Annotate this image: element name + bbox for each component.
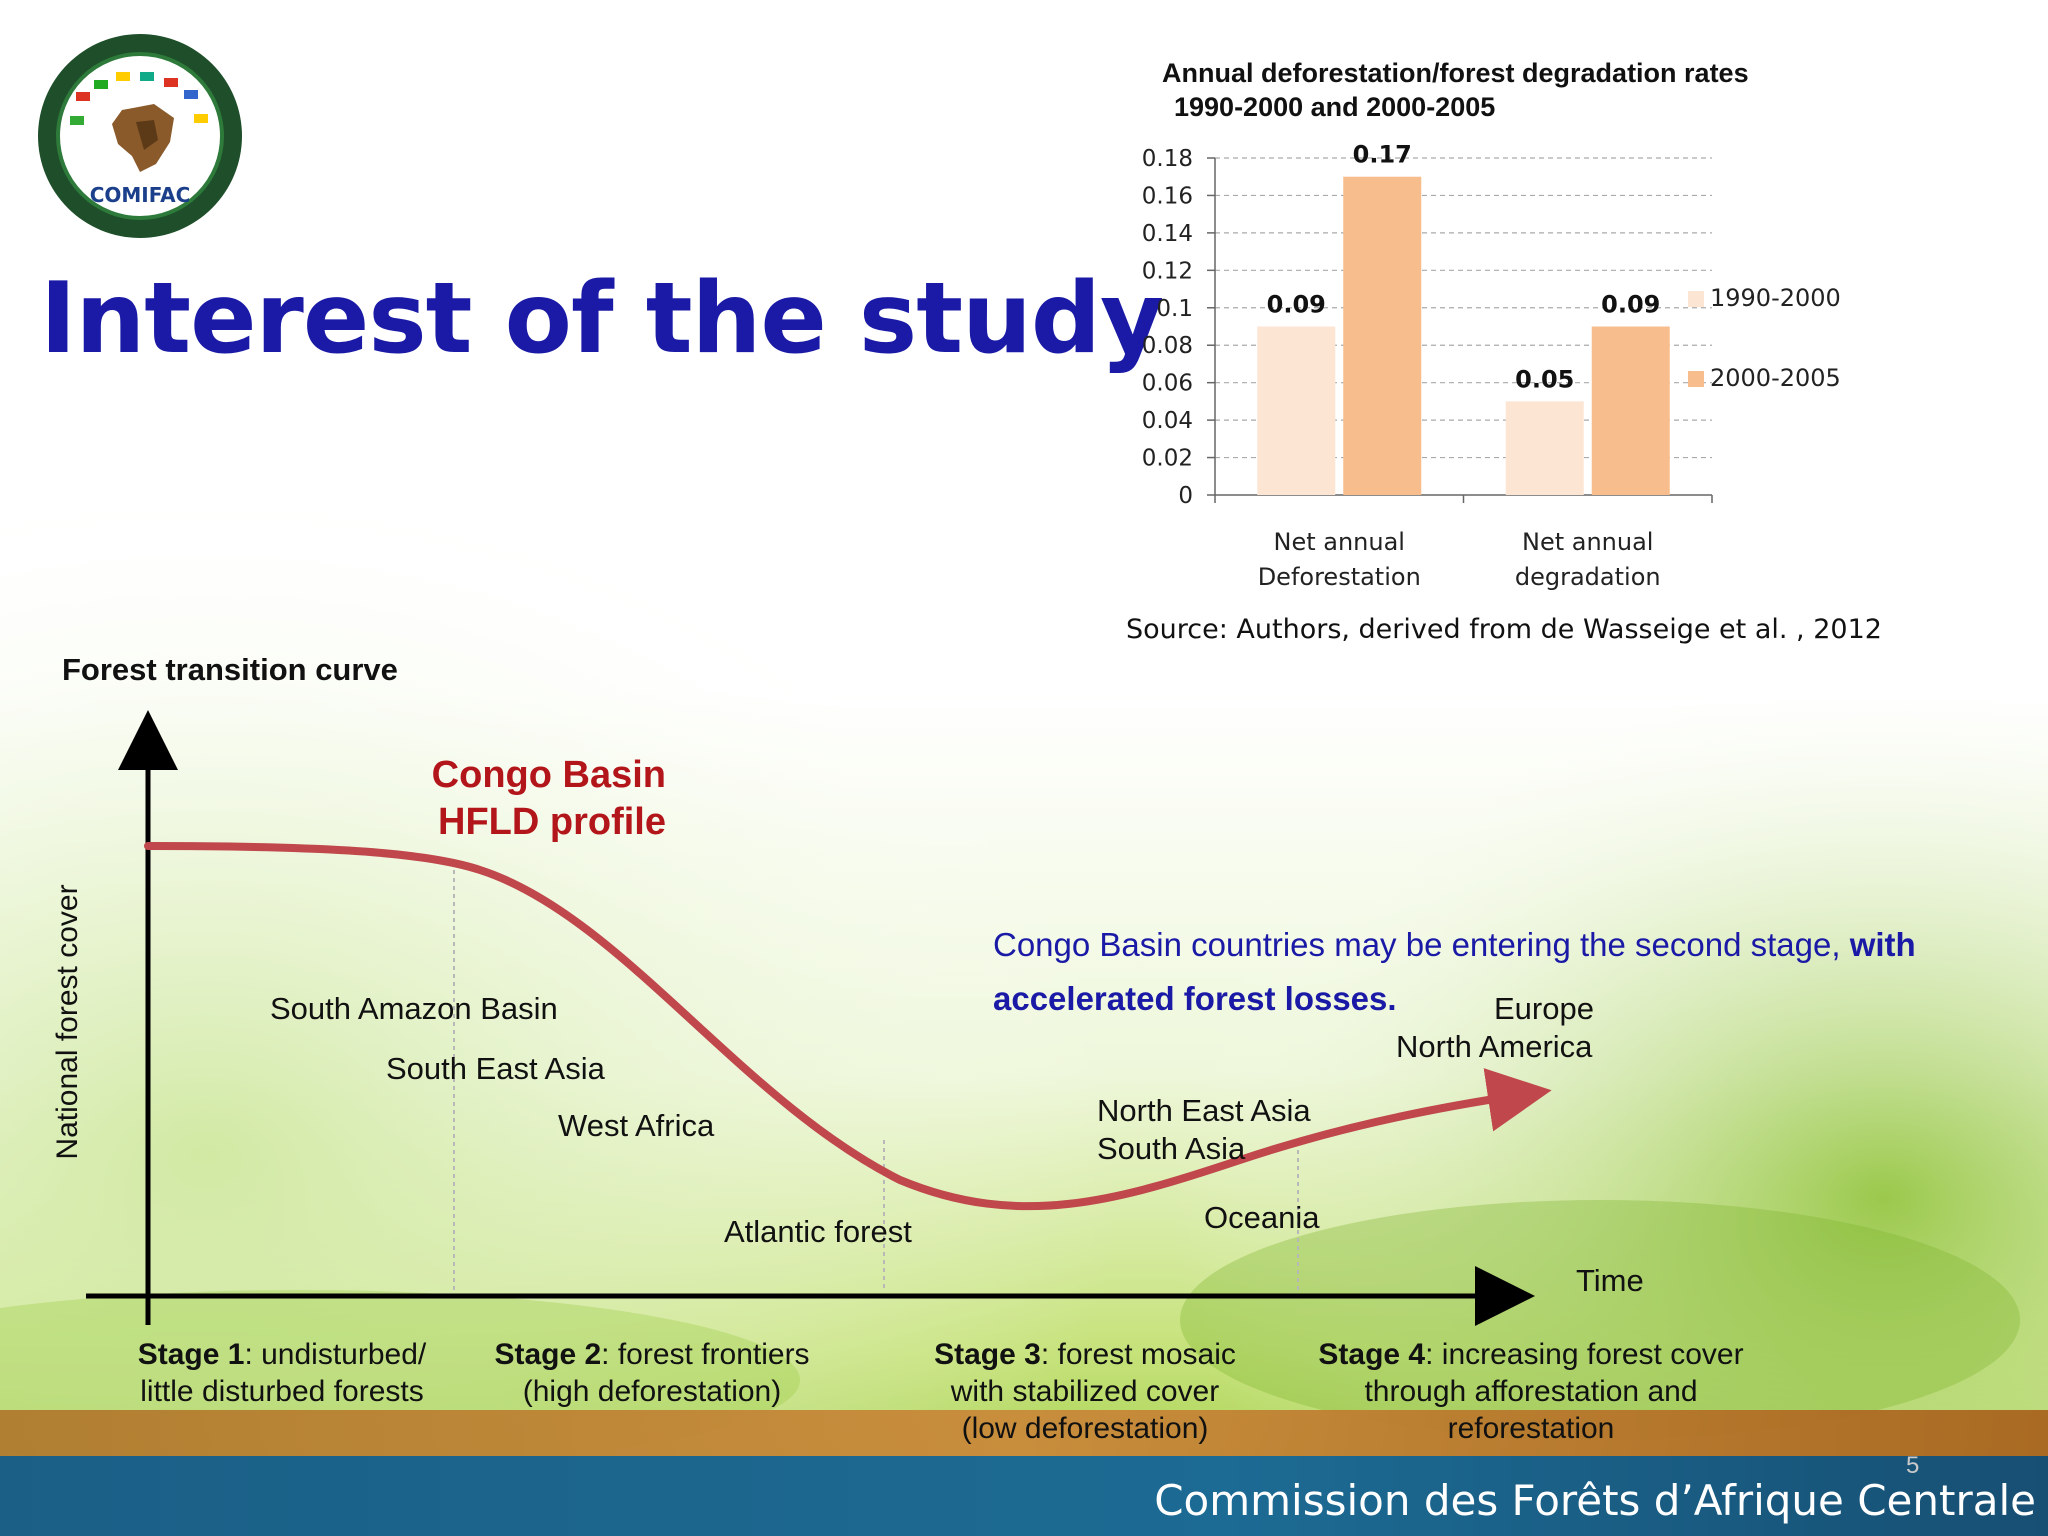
region-oceania: Oceania: [1204, 1200, 1320, 1235]
region-atlantic-forest: Atlantic forest: [724, 1214, 912, 1249]
legend-item-1990-2000: 1990-2000: [1688, 284, 1841, 312]
legend-swatch: [1688, 371, 1704, 387]
stage-line3: reforestation: [1447, 1412, 1615, 1445]
region-south-asia: South Asia: [1097, 1131, 1246, 1166]
y-tick-label: 0.18: [1142, 146, 1193, 172]
bar: [1257, 326, 1336, 495]
comifac-logo-icon: COMIFAC: [38, 34, 242, 238]
comifac-logo: COMIFAC: [36, 32, 244, 240]
y-tick-label: 0.06: [1142, 371, 1193, 397]
legend-label: 1990-2000: [1710, 284, 1841, 312]
region-europe: Europe: [1494, 991, 1594, 1026]
stage-label: Stage 2: [494, 1338, 602, 1371]
profile-line2: HFLD profile: [438, 801, 666, 843]
stage-text: : increasing forest cover: [1425, 1338, 1744, 1371]
y-tick-label: 0.16: [1142, 183, 1193, 209]
category-label: Net annual: [1274, 528, 1405, 556]
y-axis-label: National forest cover: [51, 884, 84, 1160]
congo-basin-note: Congo Basin countries may be entering th…: [993, 918, 1993, 1026]
stage-line3: (low deforestation): [961, 1412, 1209, 1445]
y-tick-label: 0.14: [1142, 221, 1193, 247]
transition-title: Forest transition curve: [62, 652, 398, 687]
y-tick-label: 0.12: [1142, 258, 1193, 284]
stage-label: Stage 3: [934, 1338, 1041, 1371]
bar-value-label: 0.17: [1353, 141, 1412, 169]
stage-2-caption: Stage 2: forest frontiers (high deforest…: [474, 1336, 830, 1410]
chart-source: Source: Authors, derived from de Wasseig…: [1126, 614, 1882, 645]
chart-legend: 1990-2000 2000-2005: [1688, 284, 1841, 392]
note-plain: Congo Basin countries may be entering th…: [993, 926, 1850, 963]
slide-title: Interest of the study: [40, 262, 1164, 376]
stage-4-caption: Stage 4: increasing forest cover through…: [1296, 1336, 1766, 1447]
logo-center-text: COMIFAC: [90, 183, 191, 207]
category-label: Net annual: [1522, 528, 1653, 556]
stage-line2: little disturbed forests: [140, 1375, 424, 1408]
footer-organization: Commission des Forêts d’Afrique Centrale: [1154, 1476, 2036, 1525]
y-tick-label: 0.1: [1156, 296, 1193, 322]
stage-text: : forest frontiers: [601, 1338, 810, 1371]
stage-label: Stage 4: [1318, 1338, 1426, 1371]
bar-chart: 0 0.02 0.04 0.06 0.08 0.1 0.12 0.14 0.16 0.18 0.09…: [1142, 141, 1713, 591]
region-west-africa: West Africa: [558, 1108, 715, 1143]
y-tick-label: 0.02: [1142, 446, 1193, 472]
stage-text: : undisturbed/: [244, 1338, 427, 1371]
page-number: 5: [1906, 1452, 1920, 1479]
y-tick-label: 0.04: [1142, 408, 1193, 434]
category-label: Deforestation: [1258, 563, 1421, 591]
stage-line2: through afforestation and: [1364, 1375, 1698, 1408]
stage-line2: with stabilized cover: [950, 1375, 1220, 1408]
legend-item-2000-2005: 2000-2005: [1688, 364, 1841, 392]
stage-text: : forest mosaic: [1040, 1338, 1236, 1371]
bar: [1505, 401, 1584, 495]
bar: [1343, 176, 1422, 495]
forest-transition-curve: [144, 842, 1552, 1211]
bar-value-label: 0.09: [1601, 291, 1660, 319]
x-axis-label: Time: [1576, 1263, 1644, 1298]
legend-label: 2000-2005: [1710, 364, 1841, 392]
y-tick-label: 0: [1178, 483, 1193, 509]
bar-value-label: 0.09: [1267, 291, 1326, 319]
stage-3-caption: Stage 3: forest mosaic with stabilized c…: [910, 1336, 1260, 1447]
region-north-east-asia: North East Asia: [1097, 1093, 1311, 1128]
region-south-east-asia: South East Asia: [386, 1051, 605, 1086]
stage-label: Stage 1: [137, 1338, 245, 1371]
category-label: degradation: [1515, 563, 1661, 591]
chart-title-line1: Annual deforestation/forest degradation …: [1162, 58, 1749, 88]
congo-basin-profile-label: Congo Basin HFLD profile: [390, 752, 666, 846]
legend-swatch: [1688, 291, 1704, 307]
stage-1-caption: Stage 1: undisturbed/ little disturbed f…: [122, 1336, 442, 1410]
region-south-amazon-basin: South Amazon Basin: [270, 991, 558, 1026]
region-north-america: North America: [1396, 1029, 1593, 1064]
y-tick-label: 0.08: [1142, 333, 1193, 359]
note-bold: with accelerated forest losses.: [993, 926, 1916, 1017]
chart-title-line2: 1990-2000 and 2000-2005: [1174, 92, 1496, 122]
bar: [1591, 326, 1670, 495]
chart-title: Annual deforestation/forest degradation …: [1162, 56, 1749, 124]
profile-line1: Congo Basin: [431, 754, 666, 796]
bar-value-label: 0.05: [1515, 365, 1574, 393]
stage-line2: (high deforestation): [522, 1375, 782, 1408]
